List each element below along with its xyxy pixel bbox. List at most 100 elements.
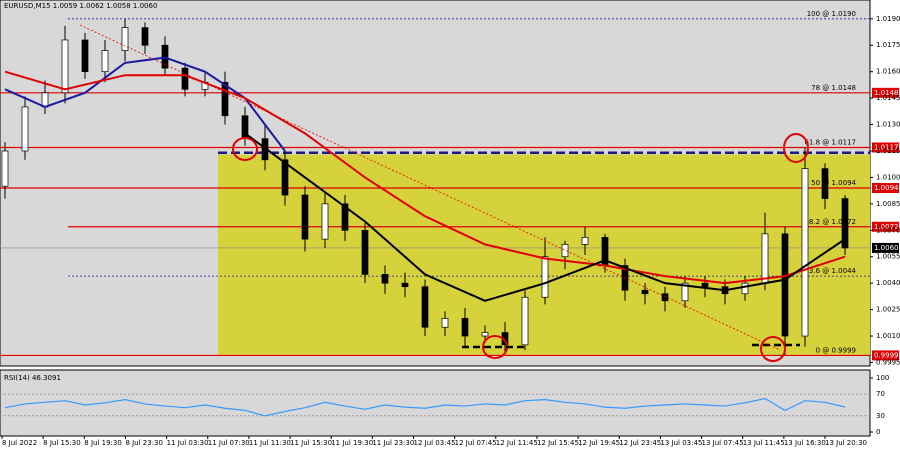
moving-average [244, 132, 846, 302]
x-tick-label: 13 Jul 03:45 [660, 439, 702, 447]
price-tag-label: 1.0117 [874, 143, 899, 151]
candle-body [1, 150, 9, 187]
fib-label: 100 @ 1.0190 [807, 10, 856, 18]
price-tag-label: 1.0094 [874, 184, 899, 192]
x-tick-label: 8 Jul 15:30 [43, 439, 81, 447]
candle-body [61, 39, 69, 94]
candle-body [781, 233, 789, 337]
x-tick-label: 11 Jul 15:30 [290, 439, 332, 447]
moving-average [4, 70, 846, 285]
y-tick-label: 1.0085 [876, 200, 900, 208]
y-tick-label: 1.0055 [876, 253, 900, 261]
y-tick-label: 1.0190 [876, 15, 900, 23]
x-tick-label: 11 Jul 19:30 [331, 439, 373, 447]
y-tick-label: 1.0145 [876, 94, 900, 102]
candle-body [281, 159, 289, 196]
price-tag [872, 242, 899, 253]
candle-body [441, 318, 449, 328]
price-tag-label: 0.9999 [874, 351, 899, 359]
trend-line [79, 24, 781, 351]
chart-title: EURUSD,M15 1.0059 1.0062 1.0058 1.0060 [4, 2, 157, 10]
fib-label: 23.6 @ 1.0044 [804, 267, 856, 275]
x-tick-label: 11 Jul 23:30 [372, 439, 414, 447]
candle-body [761, 233, 769, 284]
price-tag [872, 87, 899, 98]
candle-body [541, 256, 549, 298]
candle-body [81, 39, 89, 73]
y-tick-label: 1.0010 [876, 332, 900, 340]
candle-body [521, 296, 529, 346]
candle-body [661, 293, 669, 302]
candle-body [461, 318, 469, 337]
x-tick-label: 13 Jul 07:45 [702, 439, 744, 447]
highlight-circle [783, 133, 809, 163]
y-tick-label: 0.9995 [876, 358, 900, 366]
x-tick-label: 12 Jul 23:45 [619, 439, 661, 447]
highlight-circle [760, 336, 786, 362]
candle-body [101, 50, 109, 73]
x-tick-label: 8 Jul 2022 [2, 439, 37, 447]
y-tick-label: 1.0040 [876, 279, 900, 287]
price-tag [872, 183, 899, 193]
candle-body [221, 81, 229, 117]
fib-label: 38.2 @ 1.0072 [804, 218, 856, 226]
x-tick-label: 12 Jul 03:45 [414, 439, 456, 447]
x-tick-label: 8 Jul 23:30 [125, 439, 163, 447]
candle-body [121, 27, 129, 51]
candle-body [41, 92, 49, 108]
x-tick-label: 11 Jul 07:30 [208, 439, 250, 447]
price-tag-label: 1.0148 [874, 89, 899, 97]
candle-body [581, 236, 589, 245]
y-tick-label: 1.0115 [876, 147, 900, 155]
price-tag [872, 350, 899, 361]
candle-body [681, 282, 689, 302]
candle-body [641, 289, 649, 295]
candle-body [741, 282, 749, 295]
candle-body [361, 229, 369, 275]
x-tick-label: 13 Jul 16:30 [784, 439, 826, 447]
candle-body [141, 27, 149, 46]
highlight-circle [232, 137, 258, 161]
y-tick-label: 1.0160 [876, 68, 900, 76]
fib-label: 78 @ 1.0148 [811, 84, 856, 92]
x-tick-label: 12 Jul 07:45 [455, 439, 497, 447]
rsi-tick-label: 70 [876, 390, 885, 398]
x-tick-label: 12 Jul 11:45 [496, 439, 538, 447]
candle-body [841, 198, 849, 249]
rsi-line [4, 397, 846, 417]
x-tick-label: 13 Jul 20:30 [825, 439, 867, 447]
candle-body [341, 203, 349, 231]
y-tick-label: 1.0175 [876, 41, 900, 49]
fib-label: 50 @ 1.0094 [811, 179, 856, 187]
x-tick-label: 13 Jul 11:45 [743, 439, 785, 447]
candle-body [701, 282, 709, 288]
candle-body [821, 168, 829, 199]
y-tick-label: 1.0130 [876, 121, 900, 129]
x-tick-label: 11 Jul 03:30 [167, 439, 209, 447]
price-tag [872, 142, 899, 153]
candle-body [321, 203, 329, 240]
y-tick-label: 1.0100 [876, 173, 900, 181]
x-tick-label: 11 Jul 11:30 [249, 439, 291, 447]
candle-body [381, 274, 389, 284]
rsi-title: RSI(14) 46.3091 [4, 374, 61, 382]
candle-body [301, 194, 309, 240]
rsi-tick-label: 100 [876, 374, 889, 382]
fib-label: 61.8 @ 1.0117 [804, 138, 856, 146]
candle-body [21, 106, 29, 152]
price-tag-label: 1.0072 [874, 223, 899, 231]
price-tag [872, 221, 899, 232]
candle-body [401, 282, 409, 288]
candle-body [801, 168, 809, 337]
candle-body [421, 286, 429, 328]
x-tick-label: 12 Jul 15:45 [537, 439, 579, 447]
y-tick-label: 1.0070 [876, 226, 900, 234]
fib-label: 0 @ 0.9999 [816, 346, 856, 354]
moving-average [4, 56, 286, 152]
y-tick-label: 1.0025 [876, 306, 900, 314]
candle-body [181, 67, 189, 90]
x-tick-label: 8 Jul 19:30 [84, 439, 122, 447]
candle-body [481, 332, 489, 337]
rsi-panel [0, 369, 871, 437]
